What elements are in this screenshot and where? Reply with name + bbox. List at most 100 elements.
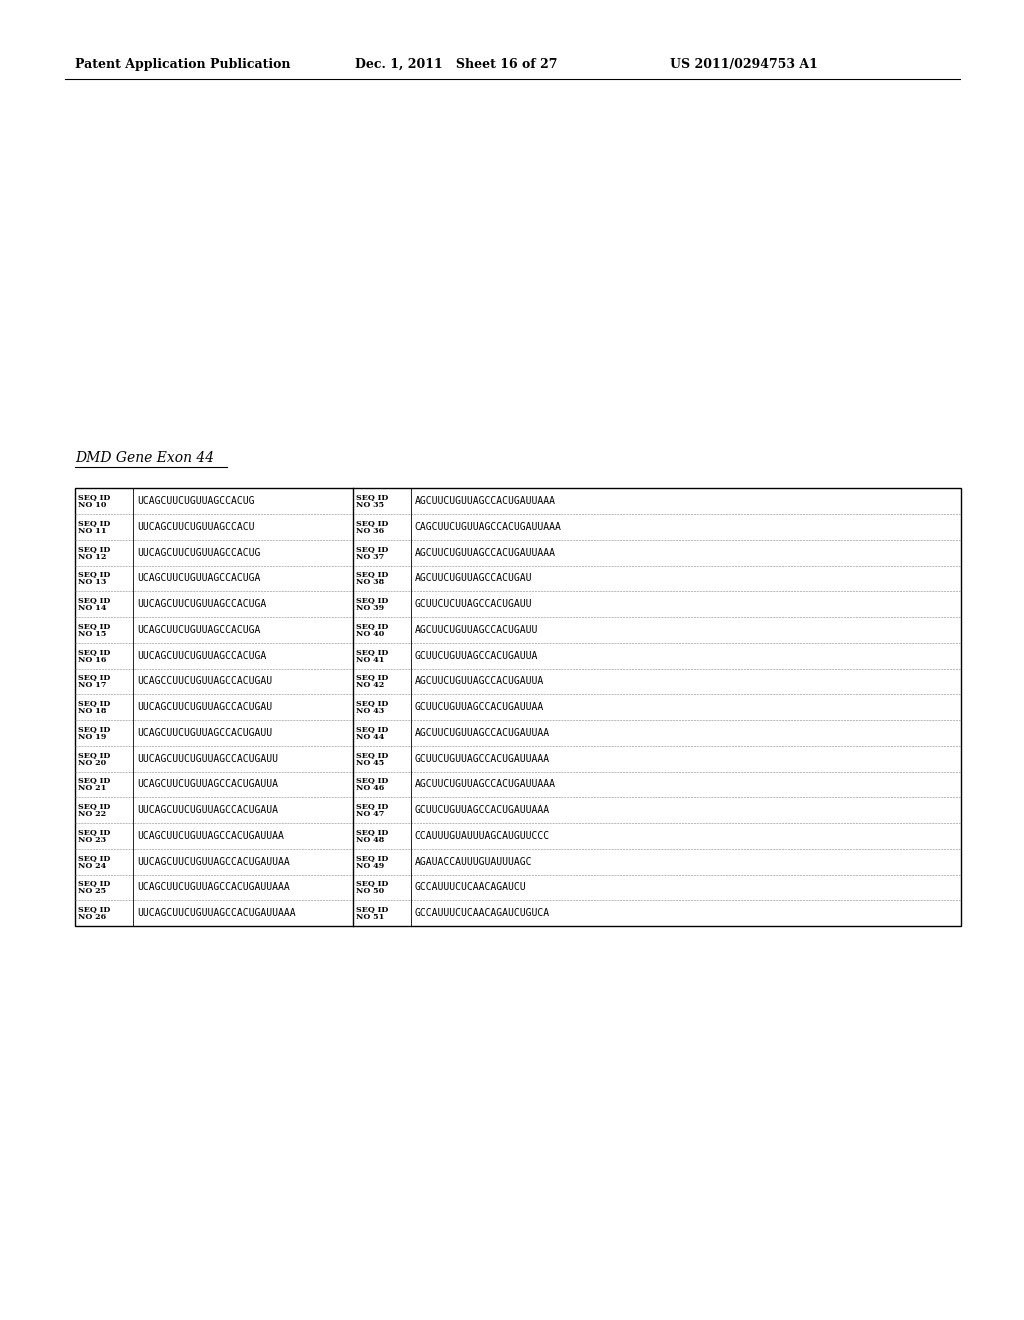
Text: UCAGCCUUCUGUUAGCCACUGAU: UCAGCCUUCUGUUAGCCACUGAU [137,676,272,686]
Text: SEQ ID: SEQ ID [78,906,111,913]
Text: NO 41: NO 41 [355,656,384,664]
Text: NO 18: NO 18 [78,708,106,715]
Text: UCAGCUUCUGUUAGCCACUGAUUAA: UCAGCUUCUGUUAGCCACUGAUUAA [137,830,284,841]
Text: GCCAUUUCUCAACAGAUCUGUCA: GCCAUUUCUCAACAGAUCUGUCA [415,908,550,919]
Text: SEQ ID: SEQ ID [78,700,111,708]
Text: AGCUUCUGUUAGCCACUGAUUAA: AGCUUCUGUUAGCCACUGAUUAA [415,727,550,738]
Text: GCCAUUUCUCAACAGAUCU: GCCAUUUCUCAACAGAUCU [415,882,526,892]
Text: GCUUCUGUUAGCCACUGAUUAA: GCUUCUGUUAGCCACUGAUUAA [415,702,544,713]
Text: NO 39: NO 39 [355,605,384,612]
Text: NO 38: NO 38 [355,578,384,586]
Text: UUCAGCUUCUGUUAGCCACUGAUUAAA: UUCAGCUUCUGUUAGCCACUGAUUAAA [137,908,295,919]
Text: NO 51: NO 51 [355,913,384,921]
Text: NO 16: NO 16 [78,656,106,664]
Text: AGCUUCUGUUAGCCACUGAUUAAA: AGCUUCUGUUAGCCACUGAUUAAA [415,779,556,789]
Text: UCAGCUUCUGUUAGCCACUGAUUA: UCAGCUUCUGUUAGCCACUGAUUA [137,779,278,789]
Text: SEQ ID: SEQ ID [355,879,388,887]
Text: SEQ ID: SEQ ID [355,648,388,656]
Text: NO 36: NO 36 [355,527,384,535]
Text: UUCAGCUUCUGUUAGCCACUGAUA: UUCAGCUUCUGUUAGCCACUGAUA [137,805,278,816]
Text: US 2011/0294753 A1: US 2011/0294753 A1 [670,58,818,71]
Text: CAGCUUCUGUUAGCCACUGAUUAAA: CAGCUUCUGUUAGCCACUGAUUAAA [415,521,561,532]
Text: UUCAGCUUCUGUUAGCCACUGA: UUCAGCUUCUGUUAGCCACUGA [137,599,266,610]
Text: Patent Application Publication: Patent Application Publication [75,58,291,71]
Text: CCAUUUGUAUUUAGCAUGUUCCC: CCAUUUGUAUUUAGCAUGUUCCC [415,830,550,841]
Text: AGCUUCUGUUAGCCACUGAUU: AGCUUCUGUUAGCCACUGAUU [415,624,539,635]
Text: SEQ ID: SEQ ID [78,648,111,656]
Text: SEQ ID: SEQ ID [355,725,388,733]
Text: SEQ ID: SEQ ID [78,751,111,759]
Text: NO 13: NO 13 [78,578,106,586]
Text: SEQ ID: SEQ ID [78,673,111,681]
Text: SEQ ID: SEQ ID [355,700,388,708]
Text: SEQ ID: SEQ ID [78,519,111,527]
Text: SEQ ID: SEQ ID [355,519,388,527]
Text: NO 17: NO 17 [78,681,106,689]
Text: SEQ ID: SEQ ID [78,494,111,502]
Text: NO 20: NO 20 [78,759,105,767]
Text: SEQ ID: SEQ ID [355,597,388,605]
Text: UCAGCUUCUGUUAGCCACUGAUU: UCAGCUUCUGUUAGCCACUGAUU [137,727,272,738]
Text: SEQ ID: SEQ ID [355,803,388,810]
Text: NO 19: NO 19 [78,733,106,741]
Text: NO 44: NO 44 [355,733,384,741]
Text: AGCUUCUGUUAGCCACUGAUUAAA: AGCUUCUGUUAGCCACUGAUUAAA [415,548,556,558]
Text: NO 45: NO 45 [355,759,384,767]
Text: SEQ ID: SEQ ID [355,545,388,553]
Text: SEQ ID: SEQ ID [355,906,388,913]
Text: SEQ ID: SEQ ID [78,828,111,836]
Text: GCUUCUGUUAGCCACUGAUUAAA: GCUUCUGUUAGCCACUGAUUAAA [415,754,550,764]
Text: NO 14: NO 14 [78,605,106,612]
Text: SEQ ID: SEQ ID [355,622,388,630]
Text: DMD Gene Exon 44: DMD Gene Exon 44 [75,450,214,465]
Text: NO 25: NO 25 [78,887,105,895]
Text: NO 15: NO 15 [78,630,106,638]
Text: NO 10: NO 10 [78,502,106,510]
Text: NO 46: NO 46 [355,784,384,792]
Text: NO 35: NO 35 [355,502,384,510]
Text: NO 49: NO 49 [355,862,384,870]
Text: SEQ ID: SEQ ID [355,751,388,759]
Text: NO 22: NO 22 [78,810,105,818]
Text: AGCUUCUGUUAGCCACUGAU: AGCUUCUGUUAGCCACUGAU [415,573,532,583]
Text: SEQ ID: SEQ ID [78,854,111,862]
Text: SEQ ID: SEQ ID [78,725,111,733]
Text: AGCUUCUGUUAGCCACUGAUUA: AGCUUCUGUUAGCCACUGAUUA [415,676,544,686]
Text: UUCAGCUUCUGUUAGCCACUGAU: UUCAGCUUCUGUUAGCCACUGAU [137,702,272,713]
Text: Dec. 1, 2011   Sheet 16 of 27: Dec. 1, 2011 Sheet 16 of 27 [355,58,557,71]
Text: SEQ ID: SEQ ID [355,494,388,502]
Text: NO 21: NO 21 [78,784,106,792]
Text: NO 40: NO 40 [355,630,384,638]
Text: SEQ ID: SEQ ID [78,622,111,630]
Text: AGCUUCUGUUAGCCACUGAUUAAA: AGCUUCUGUUAGCCACUGAUUAAA [415,496,556,507]
Text: NO 11: NO 11 [78,527,106,535]
Text: NO 37: NO 37 [355,553,384,561]
Text: GCUUCUGUUAGCCACUGAUUA: GCUUCUGUUAGCCACUGAUUA [415,651,539,661]
Text: GCUUCUCUUAGCCACUGAUU: GCUUCUCUUAGCCACUGAUU [415,599,532,610]
Bar [75,488,961,927]
Text: UCAGCUUCUGUUAGCCACUGA: UCAGCUUCUGUUAGCCACUGA [137,573,260,583]
Text: GCUUCUGUUAGCCACUGAUUAAA: GCUUCUGUUAGCCACUGAUUAAA [415,805,550,816]
Text: AGAUACCAUUUGUAUUUAGC: AGAUACCAUUUGUAUUUAGC [415,857,532,867]
Text: UCAGCUUCUGUUAGCCACUGAUUAAA: UCAGCUUCUGUUAGCCACUGAUUAAA [137,882,290,892]
Text: NO 24: NO 24 [78,862,106,870]
Text: NO 50: NO 50 [355,887,384,895]
Text: SEQ ID: SEQ ID [78,776,111,784]
Text: SEQ ID: SEQ ID [355,673,388,681]
Text: UUCAGCUUCUGUUAGCCACUGA: UUCAGCUUCUGUUAGCCACUGA [137,651,266,661]
Text: UUCAGCUUCUGUUAGCCACU: UUCAGCUUCUGUUAGCCACU [137,521,254,532]
Text: SEQ ID: SEQ ID [355,854,388,862]
Text: SEQ ID: SEQ ID [78,570,111,578]
Text: NO 12: NO 12 [78,553,106,561]
Text: NO 26: NO 26 [78,913,105,921]
Text: NO 47: NO 47 [355,810,384,818]
Text: SEQ ID: SEQ ID [78,879,111,887]
Text: NO 42: NO 42 [355,681,384,689]
Text: NO 43: NO 43 [355,708,384,715]
Text: UUCAGCUUCUGUUAGCCACUGAUUAA: UUCAGCUUCUGUUAGCCACUGAUUAA [137,857,290,867]
Text: UCAGCUUCUGUUAGCCACUG: UCAGCUUCUGUUAGCCACUG [137,496,254,507]
Text: UUCAGCUUCUGUUAGCCACUG: UUCAGCUUCUGUUAGCCACUG [137,548,260,558]
Text: SEQ ID: SEQ ID [78,545,111,553]
Text: SEQ ID: SEQ ID [78,597,111,605]
Text: SEQ ID: SEQ ID [78,803,111,810]
